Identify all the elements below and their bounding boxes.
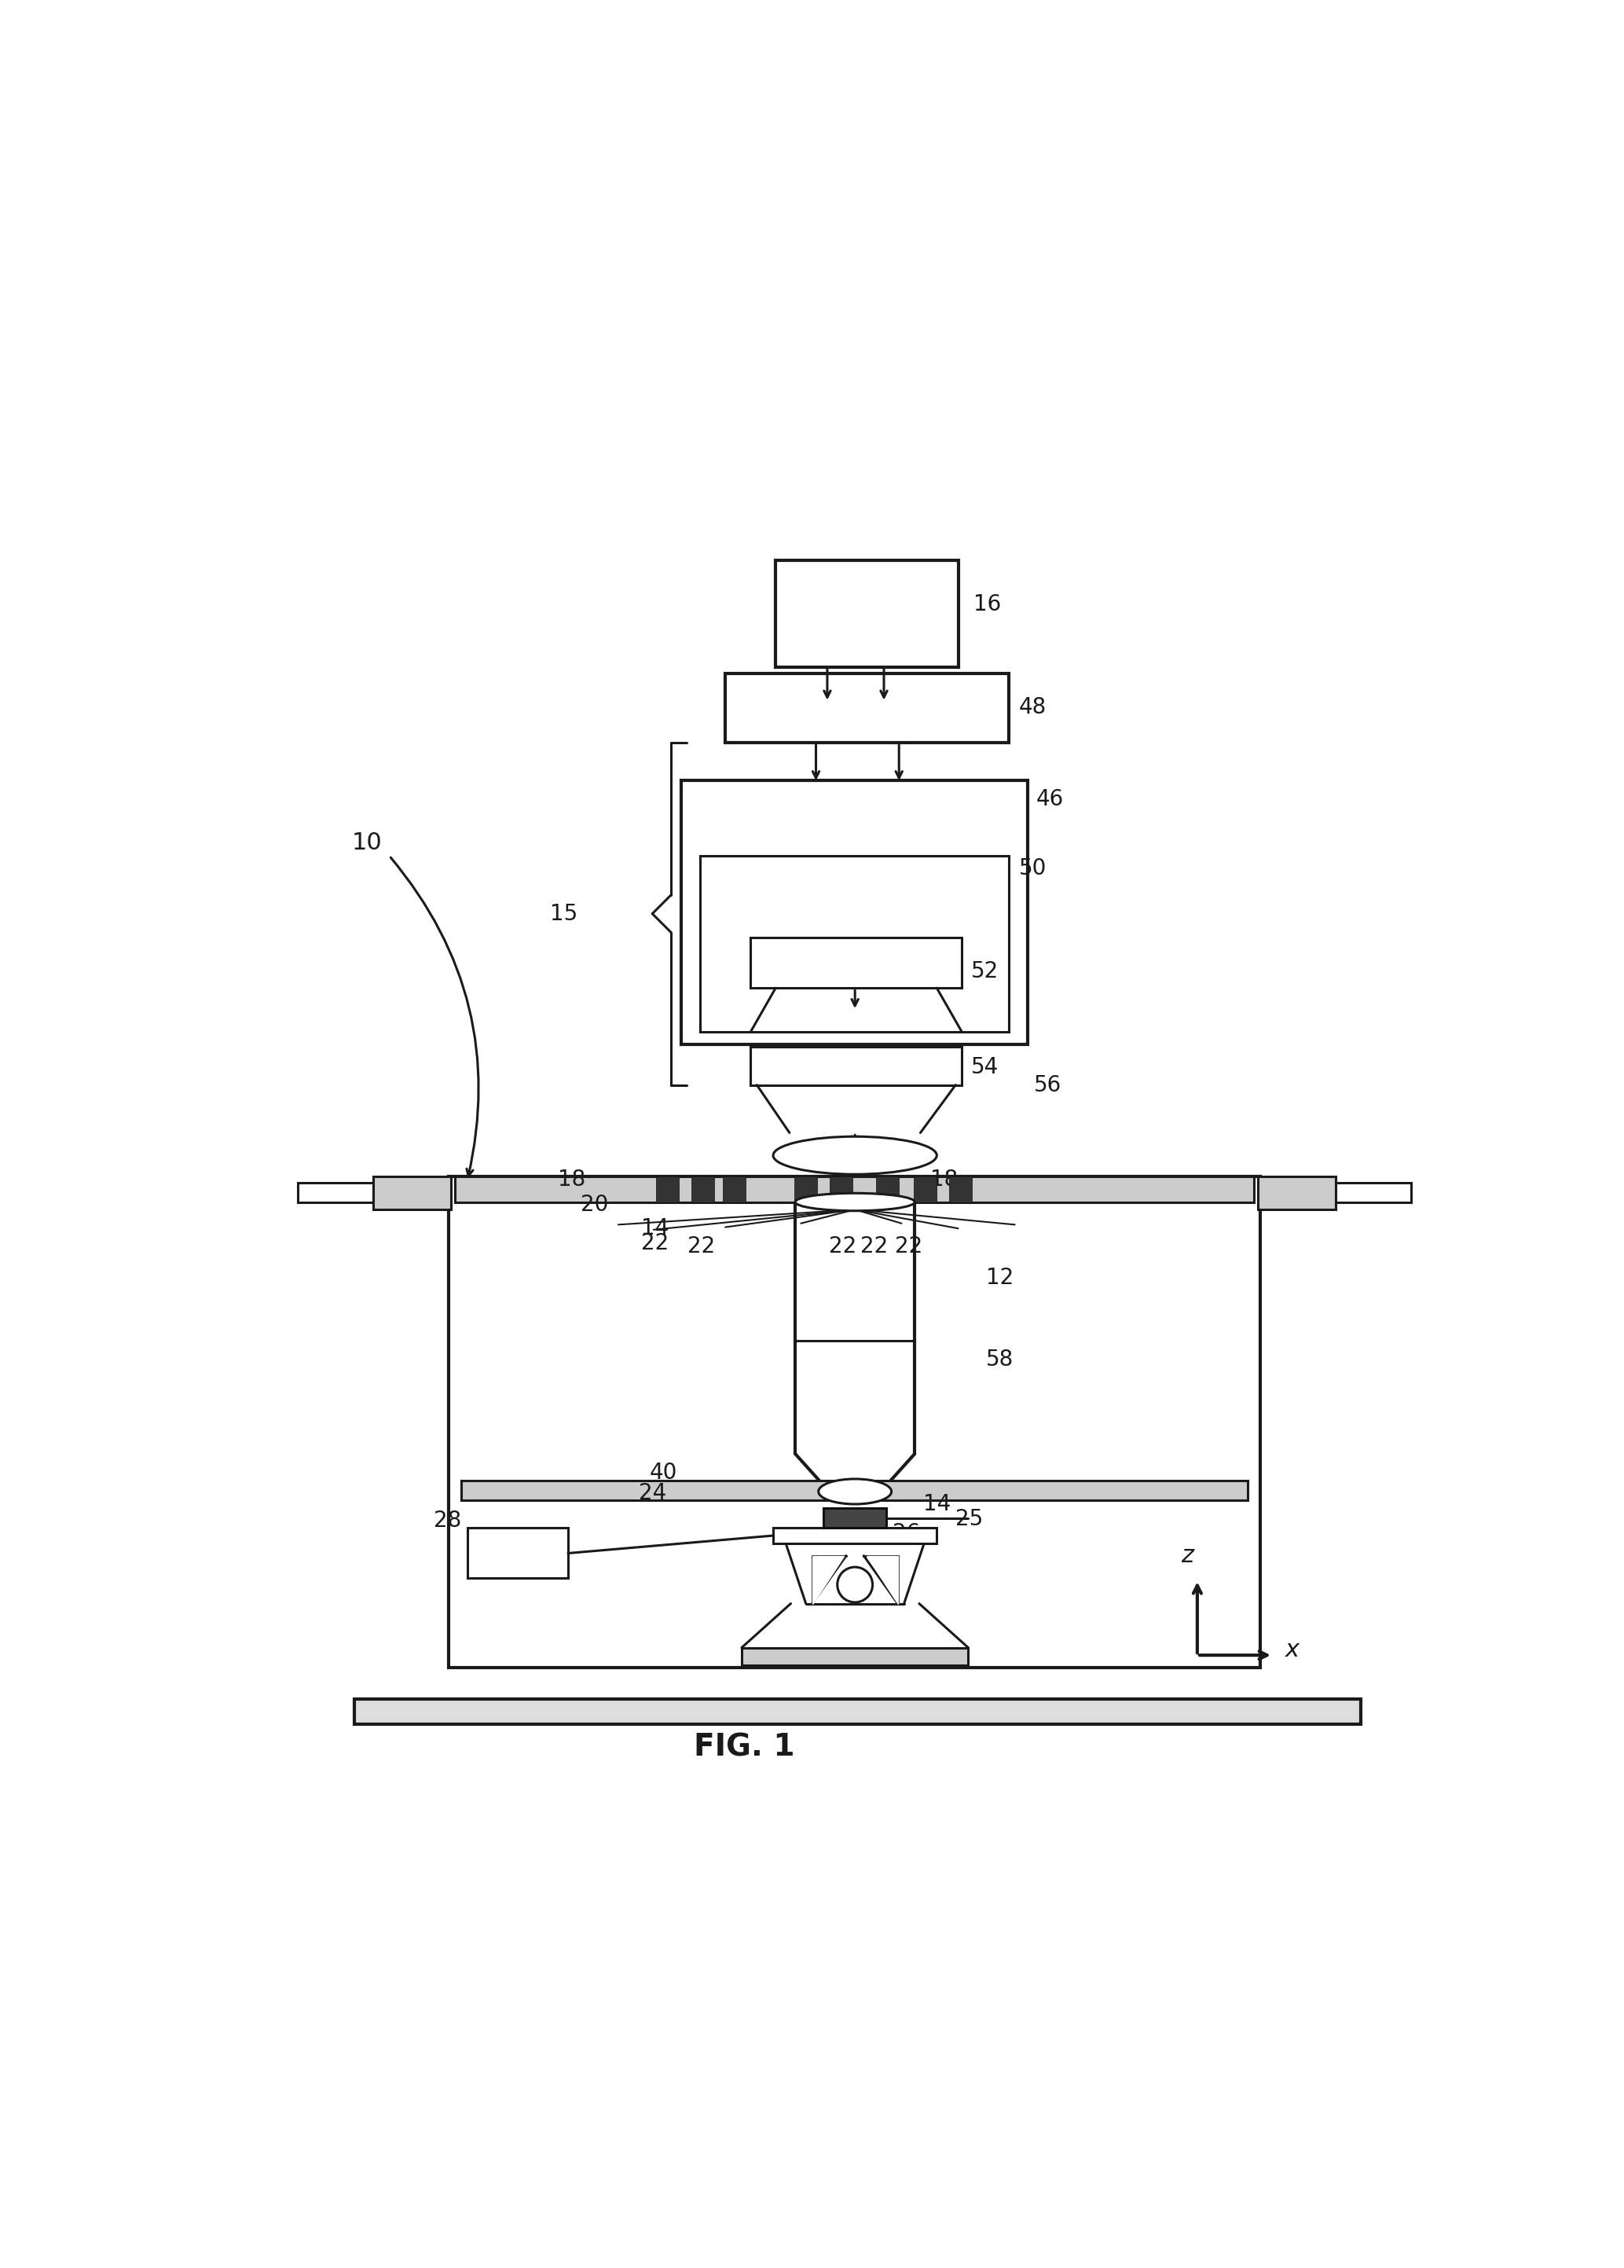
Text: 48: 48 [1018,696,1046,719]
Text: x: x [1286,1640,1299,1662]
Text: 25: 25 [955,1508,984,1531]
Text: 28: 28 [434,1510,461,1531]
Text: 22: 22 [895,1236,922,1256]
Text: 54: 54 [971,1057,999,1077]
Text: 14: 14 [922,1492,950,1515]
Text: 56: 56 [1034,1075,1062,1095]
Polygon shape [812,1556,843,1603]
Bar [1257,1177,1335,1209]
Text: 16: 16 [973,592,1000,615]
Bar [374,1177,451,1209]
Ellipse shape [796,1193,914,1211]
Bar [742,1647,968,1665]
Text: z: z [1181,1545,1194,1567]
Bar [692,1177,715,1202]
Text: 12: 12 [986,1266,1013,1288]
Text: 24: 24 [638,1481,666,1504]
Bar [776,560,958,667]
Text: 52: 52 [971,962,999,982]
Text: 58: 58 [986,1349,1013,1370]
Text: 46: 46 [1036,789,1064,810]
Bar [468,1529,568,1579]
Text: 26: 26 [893,1522,921,1545]
Text: 18: 18 [559,1168,586,1191]
Text: 18: 18 [931,1168,958,1191]
Text: 22: 22 [861,1236,888,1256]
Bar [723,1177,745,1202]
Circle shape [838,1567,872,1601]
Ellipse shape [773,1136,937,1175]
Bar [823,1508,887,1529]
Bar [682,780,1028,1046]
Bar [830,1177,853,1202]
Ellipse shape [818,1479,892,1504]
Text: 10: 10 [351,832,382,855]
Bar [726,674,1009,742]
Text: 22: 22 [687,1236,715,1256]
Bar [455,1177,1254,1202]
Text: 15: 15 [551,903,578,925]
Text: 14: 14 [641,1218,669,1238]
Text: 22: 22 [641,1232,669,1254]
Bar [950,1177,973,1202]
Bar [461,1481,1247,1501]
Bar [448,1177,1260,1667]
Bar [354,1699,1361,1724]
Bar [700,855,1009,1032]
Bar [297,1184,375,1202]
Polygon shape [866,1556,898,1603]
Bar [877,1177,900,1202]
Text: 50: 50 [1018,857,1046,880]
Text: 22: 22 [828,1236,856,1256]
Bar [914,1177,937,1202]
Text: 20: 20 [581,1193,609,1216]
Bar [656,1177,679,1202]
Bar [750,937,961,989]
Bar [794,1177,817,1202]
Text: 40: 40 [650,1461,677,1483]
Text: FIG. 1: FIG. 1 [693,1733,794,1762]
Bar [773,1529,937,1542]
Bar [750,1048,961,1084]
Bar [1333,1184,1411,1202]
